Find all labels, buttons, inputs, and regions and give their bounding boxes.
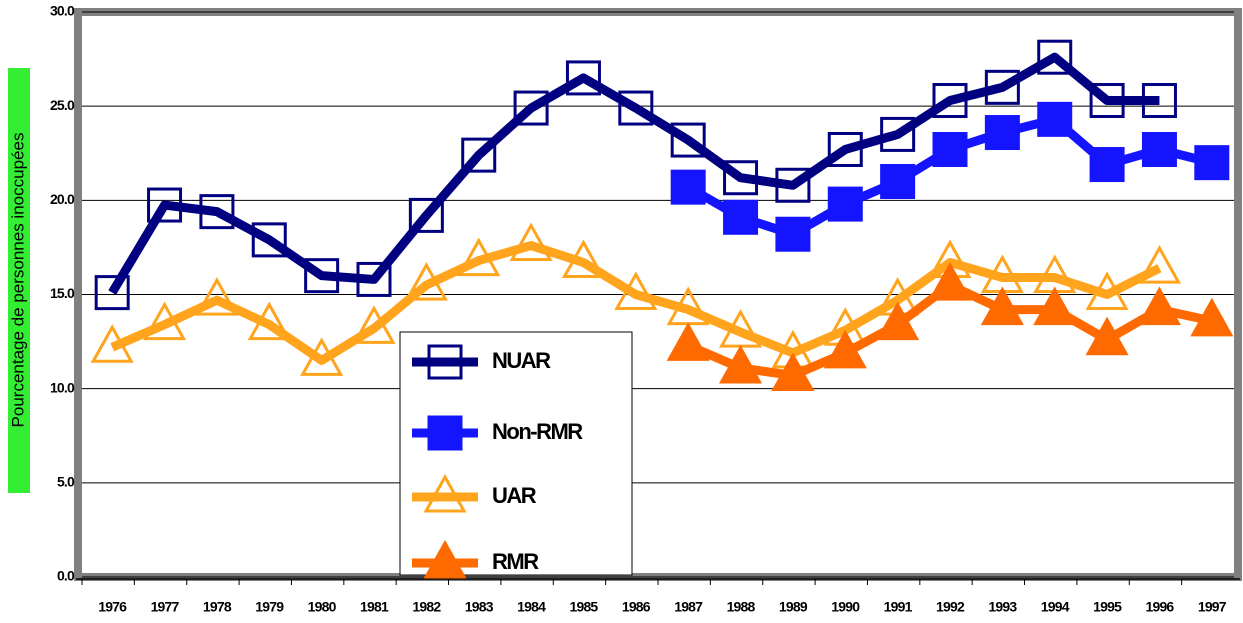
marker bbox=[94, 275, 130, 311]
marker bbox=[195, 277, 239, 316]
marker bbox=[251, 222, 287, 258]
marker bbox=[928, 262, 972, 301]
marker bbox=[1194, 145, 1230, 181]
x-tick-label: 1986 bbox=[622, 599, 651, 615]
marker bbox=[1033, 286, 1077, 326]
x-tick-label: 1993 bbox=[988, 599, 1017, 615]
x-tick-label: 1978 bbox=[203, 599, 232, 615]
marker bbox=[457, 237, 501, 277]
marker bbox=[1137, 245, 1182, 284]
marker bbox=[247, 301, 291, 341]
legend-label: NUAR bbox=[492, 348, 551, 373]
marker bbox=[461, 137, 497, 173]
marker bbox=[771, 352, 815, 391]
marker bbox=[984, 69, 1020, 105]
y-tick-label: 20.0 bbox=[50, 191, 75, 207]
marker bbox=[509, 222, 553, 262]
marker bbox=[408, 197, 444, 233]
y-label-bg bbox=[8, 68, 30, 493]
marker bbox=[1037, 101, 1073, 137]
marker bbox=[513, 90, 549, 126]
marker bbox=[823, 329, 867, 369]
marker bbox=[300, 337, 344, 376]
marker bbox=[427, 415, 463, 451]
marker bbox=[618, 90, 654, 126]
x-tick-label: 1980 bbox=[308, 599, 337, 615]
y-tick-label: 5.0 bbox=[57, 474, 75, 490]
marker bbox=[876, 301, 920, 341]
x-tick-label: 1995 bbox=[1093, 599, 1122, 615]
marker bbox=[723, 160, 759, 196]
legend-label: Non-RMR bbox=[492, 419, 583, 444]
marker bbox=[356, 261, 392, 297]
marker bbox=[147, 187, 183, 223]
marker bbox=[561, 239, 606, 278]
marker bbox=[827, 131, 863, 167]
marker bbox=[984, 115, 1020, 151]
marker bbox=[404, 262, 448, 301]
x-tick-label: 1991 bbox=[884, 599, 913, 615]
x-tick-label: 1989 bbox=[779, 599, 808, 615]
marker bbox=[775, 167, 811, 203]
marker bbox=[1141, 131, 1177, 167]
marker bbox=[1141, 83, 1177, 119]
marker bbox=[565, 60, 601, 96]
marker bbox=[427, 344, 463, 380]
y-tick-label: 0.0 bbox=[57, 568, 75, 584]
marker bbox=[142, 301, 187, 341]
legend-label: UAR bbox=[492, 483, 537, 508]
legend-label: RMR bbox=[492, 549, 539, 574]
marker bbox=[666, 322, 710, 361]
x-tick-label: 1987 bbox=[674, 599, 703, 615]
x-tick-label: 1984 bbox=[517, 599, 546, 615]
marker bbox=[1089, 147, 1125, 183]
x-tick-label: 1996 bbox=[1145, 599, 1174, 615]
marker bbox=[718, 344, 763, 384]
x-tick-label: 1990 bbox=[831, 599, 860, 615]
marker bbox=[880, 164, 916, 199]
marker bbox=[1085, 316, 1129, 356]
y-tick-label: 25.0 bbox=[50, 97, 75, 113]
marker bbox=[723, 199, 759, 235]
y-axis-label: Pourcentage de personnes inoccupées bbox=[8, 133, 27, 428]
marker bbox=[670, 122, 706, 158]
legend-box bbox=[399, 331, 633, 576]
marker bbox=[670, 169, 706, 205]
x-tick-label: 1979 bbox=[255, 599, 284, 615]
marker bbox=[1190, 297, 1234, 337]
y-tick-label: 30.0 bbox=[50, 3, 75, 19]
marker bbox=[880, 116, 916, 152]
x-tick-label: 1982 bbox=[412, 599, 441, 615]
marker bbox=[775, 216, 811, 252]
marker bbox=[423, 539, 467, 579]
y-tick-label: 10.0 bbox=[50, 379, 75, 395]
x-tick-label: 1985 bbox=[569, 599, 598, 615]
x-tick-label: 1997 bbox=[1198, 599, 1227, 615]
marker bbox=[932, 83, 968, 119]
marker bbox=[1089, 83, 1125, 119]
marker bbox=[1085, 271, 1129, 310]
x-tick-label: 1992 bbox=[936, 599, 965, 615]
marker bbox=[1137, 286, 1182, 326]
marker bbox=[980, 286, 1024, 326]
marker bbox=[90, 324, 134, 363]
marker bbox=[614, 271, 658, 310]
marker bbox=[423, 473, 467, 513]
marker bbox=[304, 258, 340, 294]
marker bbox=[199, 194, 235, 230]
marker bbox=[352, 305, 396, 344]
marker bbox=[827, 186, 863, 222]
x-tick-label: 1994 bbox=[1041, 599, 1070, 615]
y-tick-label: 15.0 bbox=[50, 285, 75, 301]
x-tick-label: 1981 bbox=[360, 599, 389, 615]
marker bbox=[1037, 39, 1073, 75]
x-tick-label: 1977 bbox=[151, 599, 180, 615]
marker bbox=[932, 131, 968, 167]
x-tick-label: 1976 bbox=[98, 599, 127, 615]
x-tick-label: 1983 bbox=[465, 599, 494, 615]
x-tick-label: 1988 bbox=[727, 599, 756, 615]
